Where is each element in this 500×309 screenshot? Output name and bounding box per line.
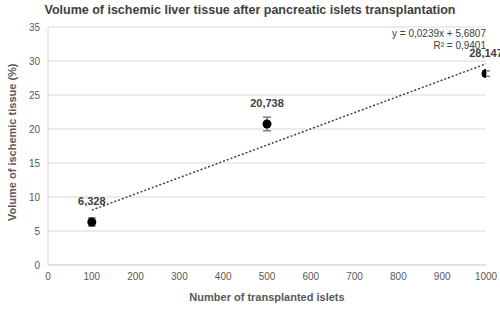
svg-text:700: 700 xyxy=(346,271,363,282)
svg-text:15: 15 xyxy=(29,158,41,169)
svg-text:300: 300 xyxy=(171,271,188,282)
svg-text:1000: 1000 xyxy=(475,271,492,282)
svg-text:20,738: 20,738 xyxy=(250,97,284,109)
svg-text:28,147: 28,147 xyxy=(469,47,492,59)
svg-text:100: 100 xyxy=(83,271,100,282)
html-text:y = 0,0239x + 5,6807: y = 0,0239x + 5,6807 xyxy=(392,28,486,39)
html-text:Volume of ischemic liver tissu: Volume of ischemic liver tissue after pa… xyxy=(44,3,456,17)
svg-text:30: 30 xyxy=(29,56,41,67)
svg-text:5: 5 xyxy=(34,226,40,237)
svg-text:6,328: 6,328 xyxy=(78,195,106,207)
svg-text:0: 0 xyxy=(45,271,51,282)
svg-text:Number of transplanted islets: Number of transplanted islets xyxy=(189,291,344,303)
svg-text:800: 800 xyxy=(390,271,407,282)
svg-text:Volume of ischemic tissue (%): Volume of ischemic tissue (%) xyxy=(8,63,18,221)
svg-text:600: 600 xyxy=(302,271,319,282)
svg-text:900: 900 xyxy=(434,271,451,282)
svg-text:400: 400 xyxy=(215,271,232,282)
svg-text:35: 35 xyxy=(29,22,41,33)
svg-text:10: 10 xyxy=(29,192,41,203)
svg-text:20: 20 xyxy=(29,124,41,135)
svg-text:200: 200 xyxy=(127,271,144,282)
html-text:R² = 0,9401: R² = 0,9401 xyxy=(433,40,486,51)
svg-text:500: 500 xyxy=(259,271,276,282)
svg-text:0: 0 xyxy=(34,260,40,271)
svg-text:25: 25 xyxy=(29,90,41,101)
